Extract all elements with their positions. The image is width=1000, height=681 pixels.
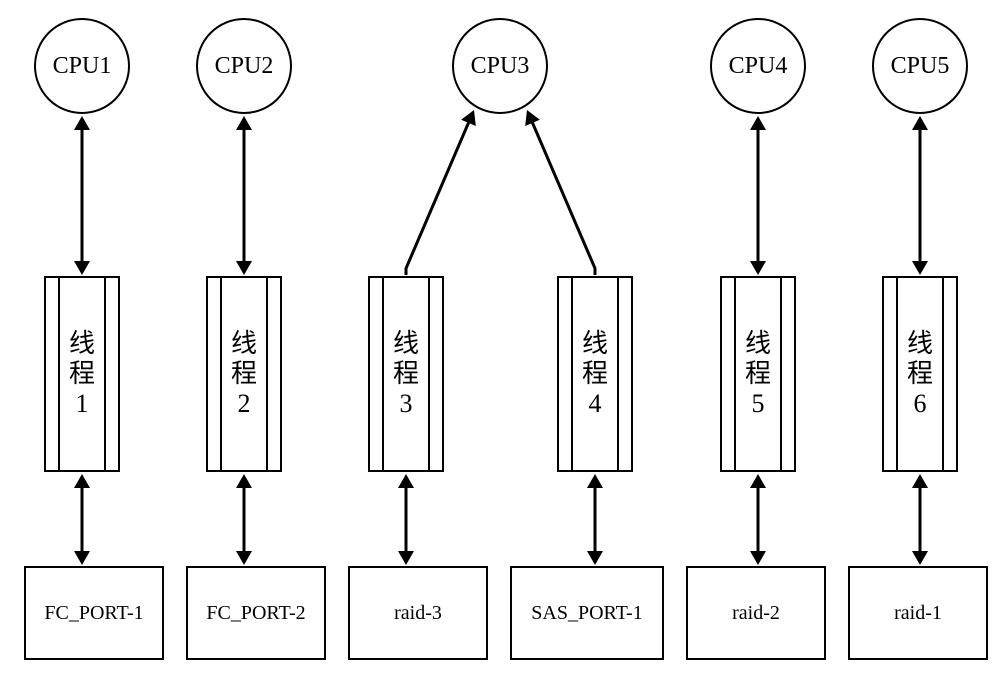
- thread-label-line: 线: [393, 329, 419, 359]
- thread-label: 线程6: [882, 276, 958, 472]
- thread-label-line: 2: [238, 389, 251, 419]
- thread-node: 线程3: [368, 276, 444, 472]
- bidir-arrow: [738, 96, 778, 295]
- thread-node: 线程6: [882, 276, 958, 472]
- bidir-arrow: [224, 454, 264, 585]
- bidir-arrow: [386, 454, 426, 585]
- thread-node: 线程2: [206, 276, 282, 472]
- thread-label-line: 线: [69, 329, 95, 359]
- thread-label-line: 5: [752, 389, 765, 419]
- thread-label-line: 程: [393, 359, 419, 389]
- thread-label: 线程1: [44, 276, 120, 472]
- cpu-label: CPU2: [215, 53, 274, 80]
- bidir-arrow: [62, 454, 102, 585]
- thread-label-line: 4: [589, 389, 602, 419]
- into-cpu-arrow: [386, 90, 494, 295]
- thread-label-line: 线: [745, 329, 771, 359]
- thread-label-line: 程: [582, 359, 608, 389]
- thread-label-line: 程: [69, 359, 95, 389]
- bottom-label: FC_PORT-1: [44, 602, 143, 625]
- thread-label-line: 6: [914, 389, 927, 419]
- bottom-label: FC_PORT-2: [206, 602, 305, 625]
- diagram-canvas: CPU1线程1FC_PORT-1CPU2线程2FC_PORT-2CPU3线程3r…: [0, 0, 1000, 681]
- thread-label: 线程3: [368, 276, 444, 472]
- thread-node: 线程1: [44, 276, 120, 472]
- bidir-arrow: [224, 96, 264, 295]
- thread-label-line: 线: [907, 329, 933, 359]
- thread-label-line: 程: [231, 359, 257, 389]
- thread-label-line: 3: [400, 389, 413, 419]
- bidir-arrow: [900, 96, 940, 295]
- thread-node: 线程5: [720, 276, 796, 472]
- thread-label-line: 程: [745, 359, 771, 389]
- bidir-arrow: [738, 454, 778, 585]
- thread-label: 线程2: [206, 276, 282, 472]
- thread-label: 线程4: [557, 276, 633, 472]
- thread-label: 线程5: [720, 276, 796, 472]
- cpu-label: CPU3: [471, 53, 530, 80]
- cpu-label: CPU4: [729, 53, 788, 80]
- bottom-label: SAS_PORT-1: [531, 602, 642, 625]
- thread-label-line: 线: [582, 329, 608, 359]
- thread-label-line: 1: [76, 389, 89, 419]
- thread-label-line: 程: [907, 359, 933, 389]
- bottom-label: raid-1: [894, 602, 942, 625]
- thread-label-line: 线: [231, 329, 257, 359]
- bidir-arrow: [575, 454, 615, 585]
- into-cpu-arrow: [507, 90, 615, 295]
- bidir-arrow: [62, 96, 102, 295]
- bidir-arrow: [900, 454, 940, 585]
- bottom-label: raid-3: [394, 602, 442, 625]
- cpu-label: CPU5: [891, 53, 950, 80]
- bottom-label: raid-2: [732, 602, 780, 625]
- thread-node: 线程4: [557, 276, 633, 472]
- cpu-label: CPU1: [53, 53, 112, 80]
